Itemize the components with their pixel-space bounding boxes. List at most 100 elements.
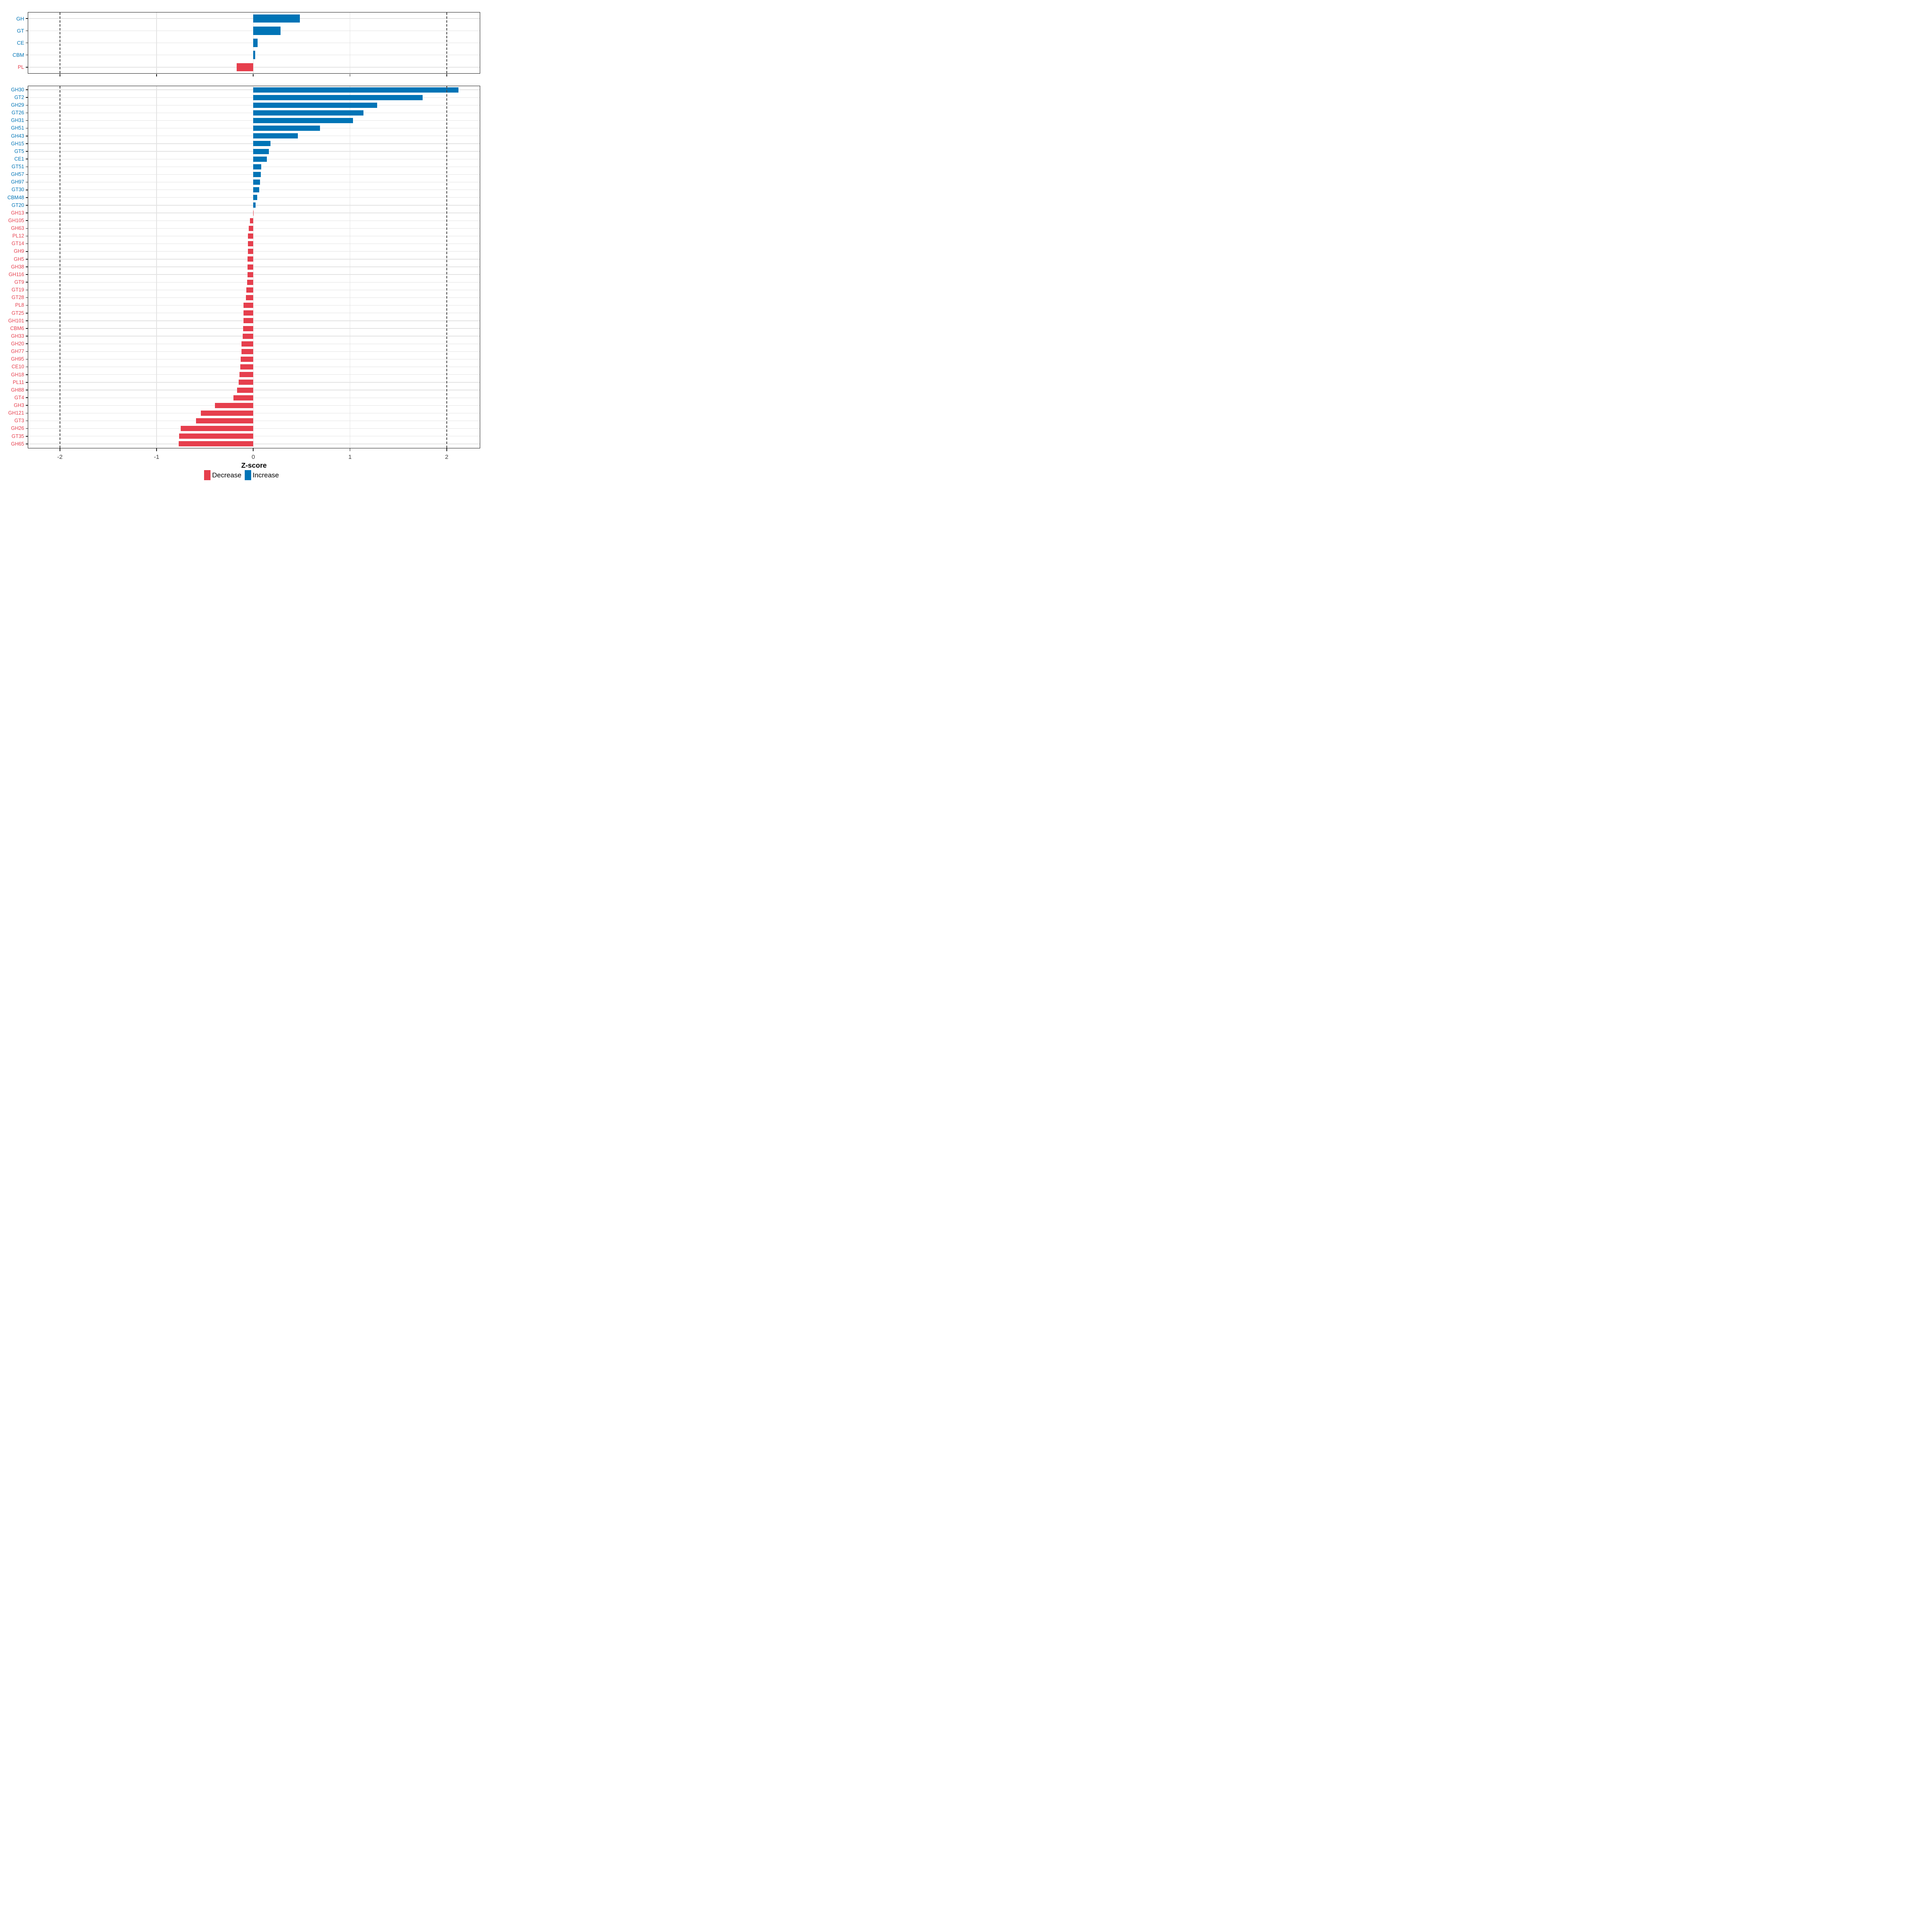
y-axis-tick [25,351,28,352]
bar-GH77 [241,349,254,354]
bar-GH105 [250,218,254,223]
y-axis-label-GH51: GH51 [11,125,24,131]
y-axis-label-GT20: GT20 [11,202,24,208]
bar-GT9 [247,279,254,285]
bar-GT3 [196,418,254,424]
y-axis-label-GH9: GH9 [14,248,24,254]
y-axis-label-GH88: GH88 [11,387,24,393]
y-axis-label-PL12: PL12 [12,233,24,239]
y-axis-label-GH97: GH97 [11,179,24,185]
y-axis-label-CE: CE [17,40,24,46]
gridline-row [28,266,480,267]
y-axis-tick [25,428,28,429]
y-axis-tick [25,374,28,375]
gridline-row [28,282,480,283]
y-axis-tick [25,54,28,56]
gridline-row [28,274,480,275]
legend-key-increase-swatch [244,470,251,480]
y-axis-tick [25,305,28,306]
bar-GH101 [243,318,254,324]
y-axis-label-GH116: GH116 [8,271,24,277]
panel-bottom-cazyme-families: GH30 GT2 GH29 GT26 GH31 GH51 GH43 GH15 GT5 CE1 GT5… [7,85,480,460]
bar-GH31 [253,118,353,124]
bar-GH [253,14,300,23]
y-axis-label-GH18: GH18 [11,372,24,378]
y-axis-tick [25,359,28,360]
figure-page: GH GT CE CBM PL GH30 GT2 GH29 GT26 GH31 GH51 GH43 G… [0,0,483,483]
y-axis-tick [25,436,28,437]
bar-GT4 [233,395,254,400]
x-axis-tick-0 [253,448,254,451]
bar-GH15 [253,141,271,147]
y-axis-tick [25,143,28,144]
y-axis-tick [25,228,28,229]
y-axis-label-GT51: GT51 [11,164,24,170]
y-axis-label-GH33: GH33 [11,333,24,339]
y-axis-label-PL11: PL11 [12,379,24,385]
bar-GT51 [253,164,261,169]
y-axis-tick [25,220,28,221]
x-axis-tick-1 [349,74,351,76]
y-axis-tick [25,320,28,321]
y-axis-label-GH57: GH57 [11,171,24,178]
legend-item-increase: Increase [244,470,279,480]
y-axis-tick [25,151,28,152]
y-axis-tick [25,382,28,383]
bar-GH9 [248,249,254,254]
bar-GH29 [253,102,377,108]
y-axis-tick [25,312,28,314]
x-axis-tick-label--2: -2 [57,453,63,460]
y-axis-label-GH5: GH5 [14,256,24,262]
bar-GT2 [253,95,423,100]
y-axis-label-GH13: GH13 [11,210,24,216]
bar-CE [253,39,258,47]
x-axis-tick-2 [446,74,447,76]
y-axis-label-GH3: GH3 [14,402,24,409]
y-axis-tick [25,289,28,291]
gridline-row [28,374,480,375]
bar-PL12 [248,233,254,239]
bar-GH51 [253,126,320,131]
bar-GH63 [248,225,254,231]
x-axis-tick-2 [446,448,447,451]
y-axis-label-GT35: GT35 [11,433,24,439]
bar-CBM [253,51,255,59]
bar-GT35 [179,433,254,439]
y-axis-label-GT9: GT9 [14,279,24,285]
bar-GH65 [179,441,254,447]
bar-GH88 [237,387,254,393]
x-axis-tick-0 [253,74,254,76]
y-axis-label-GH38: GH38 [11,264,24,270]
x-axis-tick-label-0: 0 [252,453,255,460]
bar-GH30 [253,87,458,93]
y-axis-tick [25,112,28,114]
y-axis-label-GT26: GT26 [11,110,24,116]
x-axis-tick--1 [156,74,157,76]
y-axis-label-CE10: CE10 [11,364,24,370]
gridline-row [28,428,480,429]
y-axis-tick [25,343,28,345]
gridline-row [28,297,480,298]
y-axis-label-PL: PL [18,64,24,70]
bar-GT [253,27,281,35]
y-axis-tick [25,397,28,398]
gridline-row [28,405,480,406]
y-axis-label-GT30: GT30 [11,187,24,193]
bar-GT26 [253,110,364,116]
panel-top-cazyme-classes: GH GT CE CBM PL [12,12,480,76]
y-axis-label-CBM: CBM [12,52,24,58]
gridline-row [28,228,480,229]
y-axis-label-GT2: GT2 [14,94,24,100]
bar-GH57 [253,171,261,177]
y-axis-tick [25,297,28,298]
y-axis-tick [25,120,28,121]
bar-CE10 [240,364,254,370]
y-axis-label-GT4: GT4 [14,394,24,400]
y-axis-label-GH63: GH63 [11,225,24,231]
y-axis-label-GH: GH [16,15,25,22]
bar-GT30 [253,187,259,193]
bar-PL11 [238,380,254,385]
y-axis-tick [25,182,28,183]
y-axis-tick [25,413,28,414]
bar-PL8 [244,303,254,308]
